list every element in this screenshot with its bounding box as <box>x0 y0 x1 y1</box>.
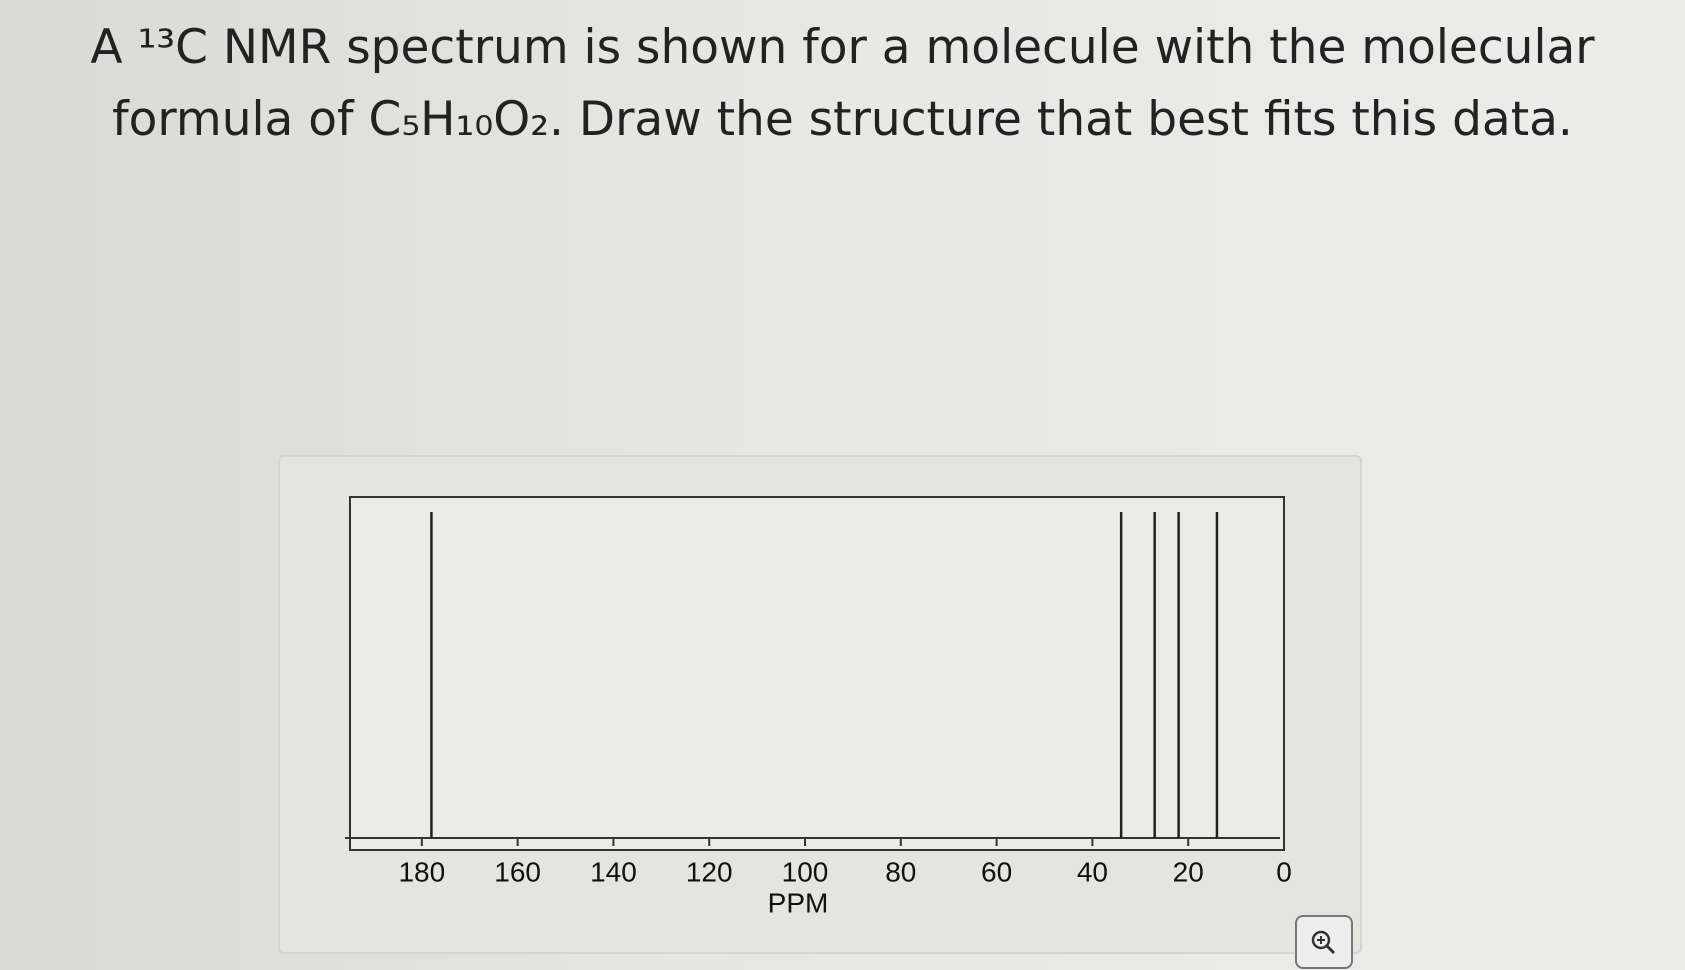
x-tick-label: 180 <box>398 856 445 887</box>
zoom-button[interactable] <box>1295 915 1353 969</box>
x-tick-label: 140 <box>590 856 637 887</box>
x-axis-label: PPM <box>768 887 829 918</box>
plot-frame <box>349 496 1285 851</box>
question: A ¹³C NMR spectrum is shown for a molecu… <box>90 20 1595 147</box>
x-tick-label: 160 <box>494 856 541 887</box>
x-tick-label: 40 <box>1077 856 1108 887</box>
x-tick-label: 100 <box>782 856 829 887</box>
x-tick-label: 80 <box>885 856 916 887</box>
x-tick-label: 120 <box>686 856 733 887</box>
x-tick-label: 20 <box>1173 856 1204 887</box>
zoom-icon <box>1311 930 1336 955</box>
x-tick-label: 0 <box>1276 856 1292 887</box>
x-tick-label: 60 <box>981 856 1012 887</box>
